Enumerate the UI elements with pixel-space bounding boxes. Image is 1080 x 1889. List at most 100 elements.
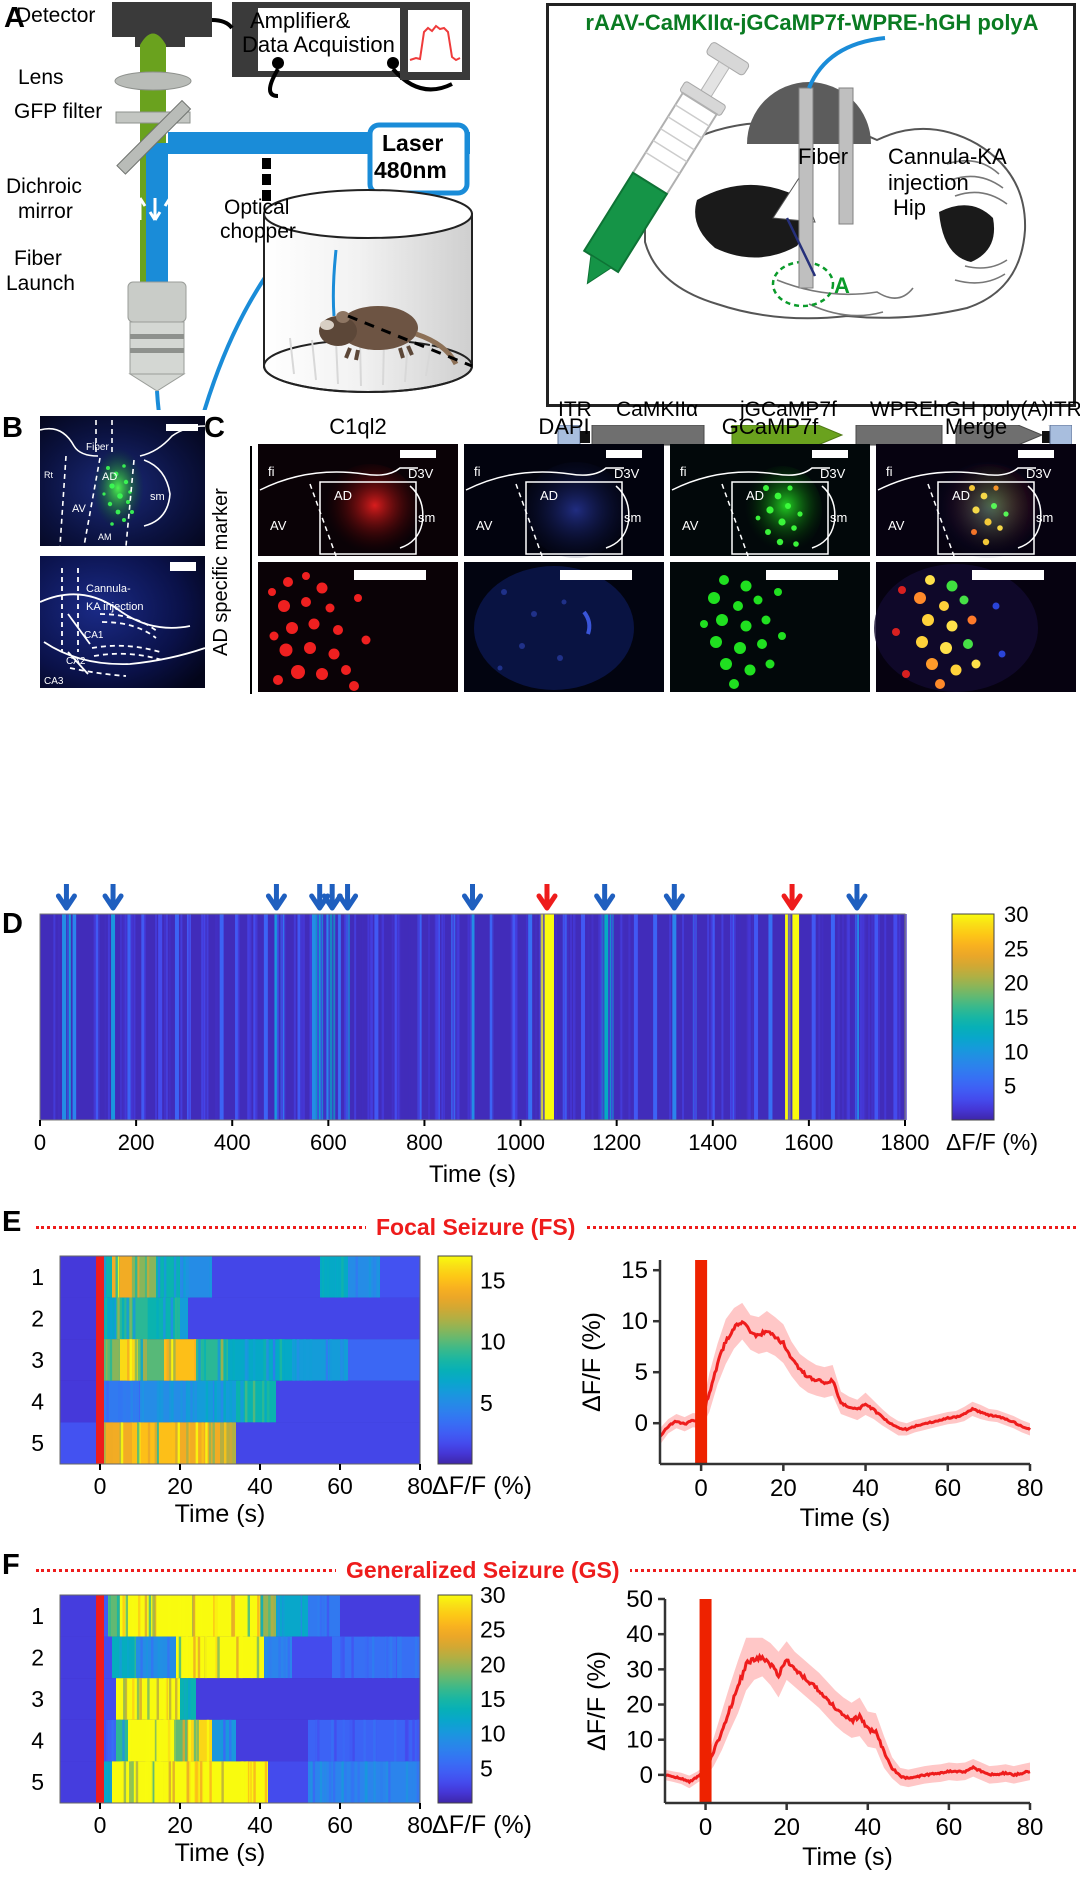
heatmap-cell-texture: [197, 1720, 199, 1762]
heatmap-cell-texture: [137, 1678, 139, 1720]
heatmap-noise-column: [511, 914, 513, 1120]
heatmap-noise-column: [202, 914, 204, 1120]
hip-label: Hip: [893, 195, 926, 221]
heatmap-cell-texture: [245, 1381, 247, 1423]
svg-text:AV: AV: [270, 518, 287, 533]
heatmap-cell-texture: [132, 1678, 134, 1720]
heatmap-cell: [196, 1678, 420, 1720]
heatmap-noise-column: [468, 914, 470, 1120]
heatmap-cell-texture: [132, 1595, 134, 1637]
x-tick-label: 20: [773, 1814, 800, 1841]
dichroic-label-line1: Dichroic: [6, 175, 82, 199]
y-tick-label: 10: [626, 1727, 653, 1754]
heatmap-cell: [60, 1678, 100, 1720]
heatmap-cell-texture: [297, 1339, 299, 1381]
colorbar-tick-label: 5: [480, 1390, 493, 1416]
heatmap-noise-column: [591, 914, 593, 1120]
scale-bar-bottom: [170, 562, 196, 571]
heatmap-noise-column: [878, 914, 880, 1120]
heatmap-cell-texture: [288, 1637, 290, 1679]
heatmap-event-column: [111, 914, 115, 1120]
label-am: AM: [98, 532, 112, 542]
x-axis-label: Time (s): [800, 1504, 891, 1532]
heatmap-cell-texture: [200, 1761, 202, 1803]
x-tick-label: 0: [94, 1473, 107, 1499]
amp-port-2: [387, 57, 399, 69]
heatmap-noise-column: [354, 914, 356, 1120]
heatmap-cell-texture: [148, 1720, 150, 1762]
heatmap-cell-texture: [158, 1256, 160, 1298]
heatmap-cell-texture: [157, 1381, 159, 1423]
heatmap-noise-column: [868, 914, 870, 1120]
heatmap-cell-texture: [169, 1339, 171, 1381]
laser-label-line1: Laser: [382, 130, 443, 157]
heatmap-cell-texture: [263, 1339, 265, 1381]
heatmap-noise-column: [611, 914, 613, 1120]
colorbar-tick-label: 10: [480, 1329, 506, 1355]
heatmap-noise-column: [570, 914, 572, 1120]
heatmap-noise-column: [788, 914, 790, 1120]
heatmap-cell-texture: [399, 1637, 401, 1679]
svg-text:fi: fi: [680, 464, 687, 479]
heatmap-cell-texture: [265, 1761, 267, 1803]
panel-c-col-title-3: Merge: [882, 414, 1070, 440]
heatmap-cell-texture: [369, 1256, 371, 1298]
heatmap-cell-texture: [174, 1256, 176, 1298]
y-tick-label: 10: [621, 1308, 648, 1335]
heatmap-event-column: [528, 914, 532, 1120]
chopper-label-line1: Optical: [224, 196, 289, 220]
heatmap-cell-texture: [230, 1381, 232, 1423]
heatmap-cell-texture: [352, 1761, 354, 1803]
heatmap-cell-texture: [210, 1595, 212, 1637]
heatmap-cell-texture: [329, 1761, 331, 1803]
heatmap-noise-column: [345, 914, 347, 1120]
heatmap-cell-texture: [146, 1761, 148, 1803]
heatmap-noise-column: [368, 914, 370, 1120]
heatmap-cell-texture: [377, 1637, 379, 1679]
heatmap-cell-texture: [388, 1761, 390, 1803]
gfp-filter-label: GFP filter: [14, 100, 102, 124]
panel-e-heatmap-chart: 123450 20 40 60 80Time (s)51015ΔF/F (%): [0, 1246, 560, 1556]
heatmap-cell-texture: [267, 1381, 269, 1423]
x-tick-label: 0: [94, 1812, 107, 1838]
heatmap-noise-column: [144, 914, 146, 1120]
heatmap-noise-column: [188, 914, 190, 1120]
svg-text:sm: sm: [624, 510, 641, 525]
heatmap-noise-column: [563, 914, 565, 1120]
seizure-arrow-red: [784, 884, 800, 908]
heatmap-noise-column: [884, 914, 886, 1120]
heatmap-cell-texture: [273, 1339, 275, 1381]
label-sm-b: sm: [150, 491, 165, 503]
heatmap-cell-texture: [257, 1637, 259, 1679]
detector-label: Detector: [16, 4, 95, 28]
panel-d-heatmap-chart: 0 200 400 600 800 1000 1200 1400 1600 1800Time (s…: [0, 884, 1080, 1202]
colorbar-tick-label: 25: [1004, 936, 1028, 961]
x-tick-label: 0: [34, 1130, 46, 1155]
x-tick-label: 60: [936, 1814, 963, 1841]
heatmap-cell-texture: [171, 1381, 173, 1423]
panel-f-label: F: [2, 1549, 20, 1582]
heatmap-cell-texture: [183, 1720, 185, 1762]
y-tick-label: 30: [626, 1656, 653, 1683]
heatmap-cell-texture: [117, 1595, 119, 1637]
heatmap-cell-texture: [223, 1720, 225, 1762]
heatmap-cell: [340, 1595, 420, 1637]
seizure-arrow-blue: [666, 884, 682, 908]
heatmap-event-column: [158, 914, 162, 1120]
svg-text:fi: fi: [886, 464, 893, 479]
x-tick-label: 80: [1017, 1475, 1044, 1502]
heatmap-noise-column: [861, 914, 863, 1120]
label-cannula-line1: Cannula-: [86, 583, 131, 595]
heatmap-cell-texture: [253, 1761, 255, 1803]
heatmap-cell: [268, 1761, 308, 1803]
oscilloscope-thumbnail: [400, 2, 470, 82]
tile-gcamp7f-overview: fi D3V AD AV sm: [670, 444, 870, 556]
heatmap-event-column: [264, 914, 268, 1120]
heatmap-noise-column: [598, 914, 600, 1120]
label-fiber-b: Fiber: [86, 442, 109, 453]
heatmap-cell: [380, 1256, 420, 1298]
heatmap-cell-texture: [268, 1595, 270, 1637]
heatmap-cell-texture: [175, 1422, 177, 1464]
svg-text:AV: AV: [476, 518, 493, 533]
fiber-launch-label-line2: Launch: [6, 272, 75, 296]
